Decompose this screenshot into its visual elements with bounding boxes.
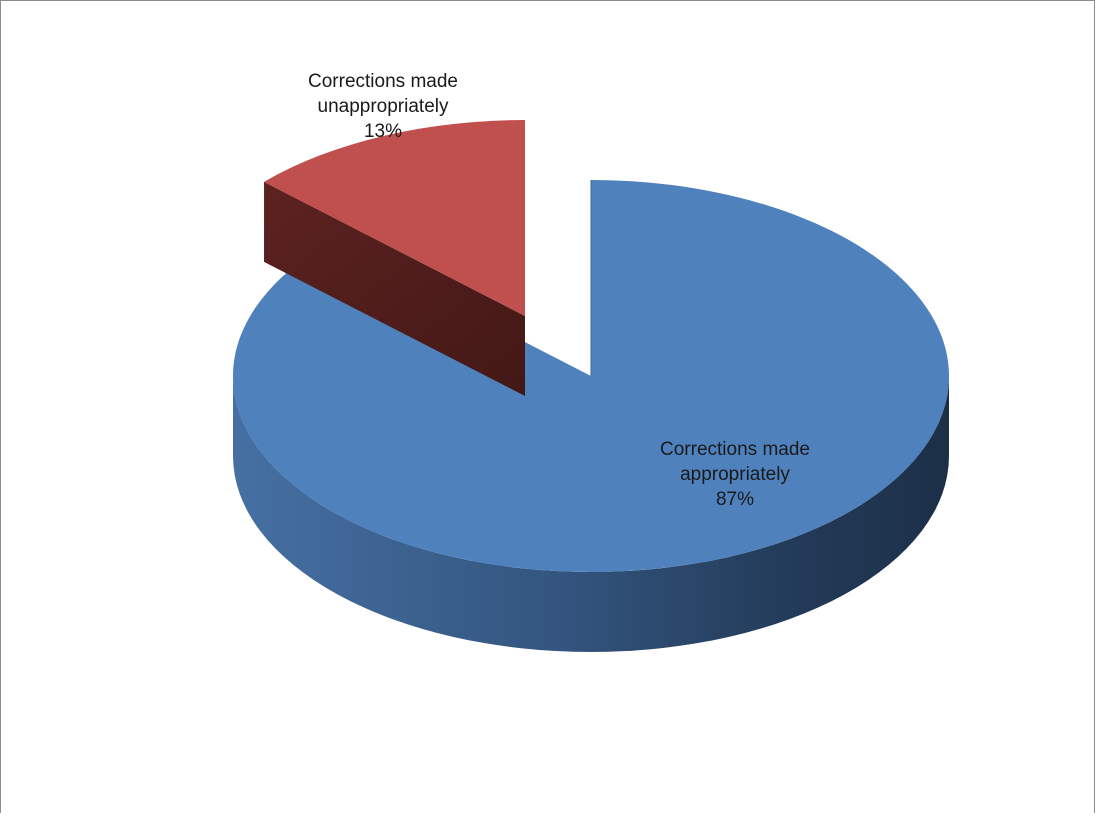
slice-side-unappropriately — [264, 181, 525, 396]
slice-side-appropriately — [233, 376, 949, 652]
data-label-line: appropriately — [680, 464, 790, 485]
data-label-percent: 87% — [715, 489, 755, 510]
data-label-unappropriately: Corrections made unappropriately 13% — [253, 69, 513, 144]
data-label-line: Corrections made — [660, 439, 810, 460]
data-label-line: Corrections made — [308, 71, 458, 92]
data-label-line: unappropriately — [317, 96, 449, 117]
data-label-appropriately: Corrections made appropriately 87% — [605, 437, 865, 512]
slice-unappropriately — [264, 120, 525, 316]
data-label-percent: 13% — [363, 121, 403, 142]
